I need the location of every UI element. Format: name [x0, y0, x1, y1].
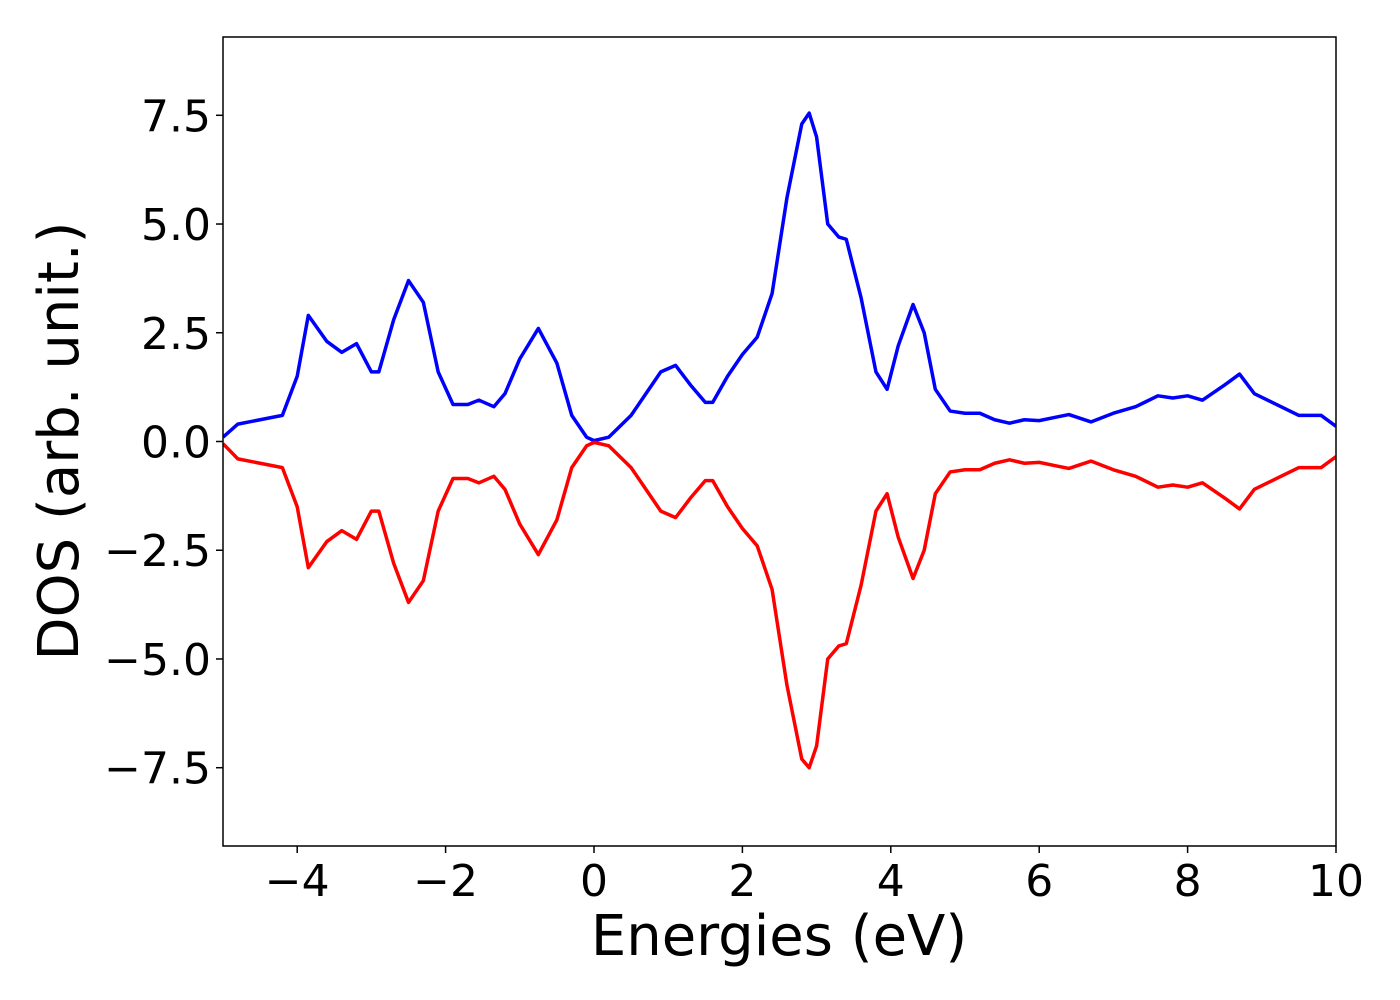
x-tick-label: 6: [1025, 856, 1053, 907]
y-tick-label: 5.0: [141, 200, 211, 251]
y-tick-label: −2.5: [104, 526, 211, 577]
x-tick-label: −4: [265, 856, 330, 907]
x-tick-label: 8: [1174, 856, 1202, 907]
y-axis-label: DOS (arb. unit.): [27, 221, 92, 660]
plot-frame: [222, 36, 1337, 847]
line: [223, 440, 1336, 770]
y-tick-label: 2.5: [141, 309, 211, 360]
line: [223, 111, 1336, 443]
x-axis-label: Energies (eV): [591, 904, 967, 969]
x-tick-label: 10: [1308, 856, 1364, 907]
y-tick-label: 0.0: [141, 418, 211, 469]
x-tick-label: 2: [728, 856, 756, 907]
y-tick-label: −7.5: [104, 744, 211, 795]
x-tick-label: −2: [413, 856, 478, 907]
y-tick-label: 7.5: [141, 91, 211, 142]
x-tick-label: 0: [580, 856, 608, 907]
x-tick-label: 4: [877, 856, 905, 907]
y-tick-label: −5.0: [104, 635, 211, 686]
